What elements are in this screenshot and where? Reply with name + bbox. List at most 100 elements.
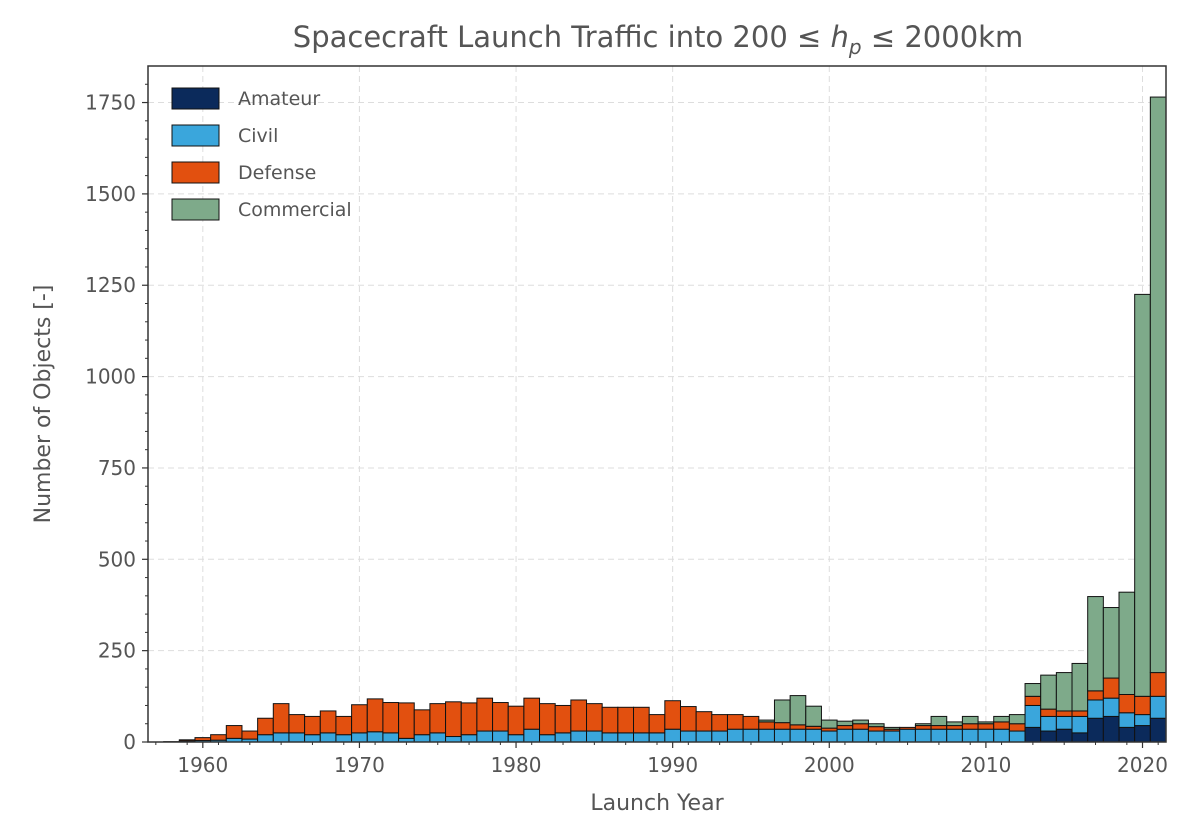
- legend-label-civil: Civil: [238, 125, 278, 147]
- y-tick-label: 1750: [85, 91, 136, 115]
- bar-defense-1960: [194, 737, 212, 742]
- x-tick-label: 2010: [960, 753, 1011, 777]
- bar-civil-1999: [805, 728, 822, 743]
- bar-defense-1981: [523, 697, 541, 730]
- bar-defense-2015: [1055, 710, 1073, 717]
- bar-commercial-1998: [789, 695, 807, 726]
- bar-civil-2009: [961, 728, 979, 743]
- x-axis-label: Launch Year: [590, 791, 724, 816]
- bar-civil-2006: [914, 728, 932, 743]
- bar-civil-2013: [1024, 704, 1042, 728]
- bar-civil-1998: [789, 728, 807, 743]
- bar-commercial-2012: [1008, 714, 1026, 725]
- bar-defense-2010: [977, 723, 995, 730]
- bar-defense-1995: [742, 715, 760, 730]
- bar-civil-1997: [773, 728, 791, 743]
- bar-civil-2011: [993, 728, 1010, 743]
- bar-civil-1977: [460, 734, 478, 743]
- y-tick-label: 0: [123, 730, 136, 754]
- bar-civil-2018: [1102, 697, 1120, 717]
- bar-defense-2008: [946, 725, 963, 730]
- bar-defense-1968: [319, 710, 337, 734]
- bar-civil-1988: [633, 732, 650, 743]
- bar-civil-1975: [429, 732, 447, 743]
- y-tick-label: 750: [98, 456, 136, 480]
- x-tick-label: 1980: [491, 753, 542, 777]
- bar-civil-1996: [758, 728, 775, 743]
- bar-defense-1997: [773, 722, 791, 730]
- bar-civil-2001: [836, 728, 854, 743]
- bar-defense-1970: [351, 704, 368, 734]
- bar-commercial-2001: [836, 720, 854, 727]
- bar-commercial-2018: [1102, 607, 1120, 679]
- bar-civil-2019: [1118, 712, 1136, 728]
- bar-civil-1987: [617, 732, 635, 743]
- bar-defense-1998: [789, 724, 807, 730]
- bar-civil-2007: [930, 728, 948, 743]
- bar-defense-1994: [726, 714, 744, 730]
- bar-defense-1977: [460, 702, 478, 736]
- bar-civil-1979: [492, 730, 509, 743]
- bar-civil-1967: [304, 734, 321, 743]
- bar-commercial-2004: [883, 726, 901, 730]
- bar-defense-1983: [554, 704, 572, 734]
- x-tick-label: 1970: [334, 753, 385, 777]
- bar-civil-1978: [476, 730, 494, 743]
- bar-civil-1985: [586, 730, 603, 743]
- y-axis-label: Number of Objects [-]: [31, 285, 56, 524]
- bar-commercial-2021: [1149, 96, 1167, 674]
- bar-defense-1971: [366, 698, 384, 733]
- bar-defense-1990: [664, 700, 681, 730]
- bar-civil-2008: [946, 728, 963, 743]
- bar-defense-2021: [1149, 672, 1167, 697]
- bar-defense-2002: [852, 723, 869, 730]
- bar-commercial-2020: [1134, 293, 1151, 697]
- bar-defense-1993: [711, 714, 728, 732]
- bar-civil-2010: [977, 728, 995, 743]
- bar-civil-1966: [288, 732, 306, 743]
- bar-defense-1979: [492, 702, 509, 732]
- bar-commercial-2015: [1055, 672, 1073, 712]
- bar-defense-1961: [210, 734, 227, 741]
- bar-defense-2016: [1071, 710, 1089, 717]
- bar-commercial-1997: [773, 699, 791, 724]
- bar-civil-2015: [1055, 715, 1073, 730]
- bar-defense-2005: [899, 726, 916, 730]
- bar-defense-2003: [867, 726, 885, 732]
- bar-civil-2012: [1008, 730, 1026, 743]
- bar-commercial-1996: [758, 719, 775, 723]
- bar-civil-2002: [852, 728, 869, 743]
- bar-amateur-2014: [1040, 730, 1057, 743]
- bar-civil-2000: [820, 730, 838, 743]
- legend-label-defense: Defense: [238, 162, 316, 184]
- bar-defense-1985: [586, 703, 603, 732]
- x-tick-label: 1990: [647, 753, 698, 777]
- bar-defense-1966: [288, 714, 306, 734]
- bar-defense-1973: [398, 702, 415, 739]
- bar-defense-1963: [241, 730, 259, 740]
- bar-defense-1987: [617, 706, 635, 734]
- bar-commercial-2017: [1087, 596, 1104, 692]
- x-tick-label: 2000: [804, 753, 855, 777]
- legend-swatch-amateur: [171, 87, 220, 110]
- bar-civil-1989: [648, 732, 666, 743]
- legend-label-amateur: Amateur: [238, 88, 320, 110]
- bar-civil-1972: [382, 732, 400, 743]
- bar-defense-1984: [570, 699, 588, 732]
- bar-civil-2014: [1040, 715, 1057, 732]
- bar-amateur-2017: [1087, 717, 1104, 743]
- legend-swatch-commercial: [171, 198, 220, 221]
- bar-civil-1970: [351, 732, 368, 743]
- bar-civil-1993: [711, 730, 728, 743]
- bar-commercial-1999: [805, 705, 822, 727]
- bar-amateur-2018: [1102, 715, 1120, 743]
- bar-defense-1982: [539, 703, 556, 736]
- legend-swatch-defense: [171, 161, 220, 184]
- bar-defense-1992: [695, 711, 713, 732]
- bar-civil-2003: [867, 730, 885, 743]
- bar-defense-2001: [836, 725, 854, 730]
- bar-defense-1965: [272, 703, 290, 734]
- bar-defense-1974: [413, 709, 431, 736]
- bar-civil-2017: [1087, 699, 1104, 719]
